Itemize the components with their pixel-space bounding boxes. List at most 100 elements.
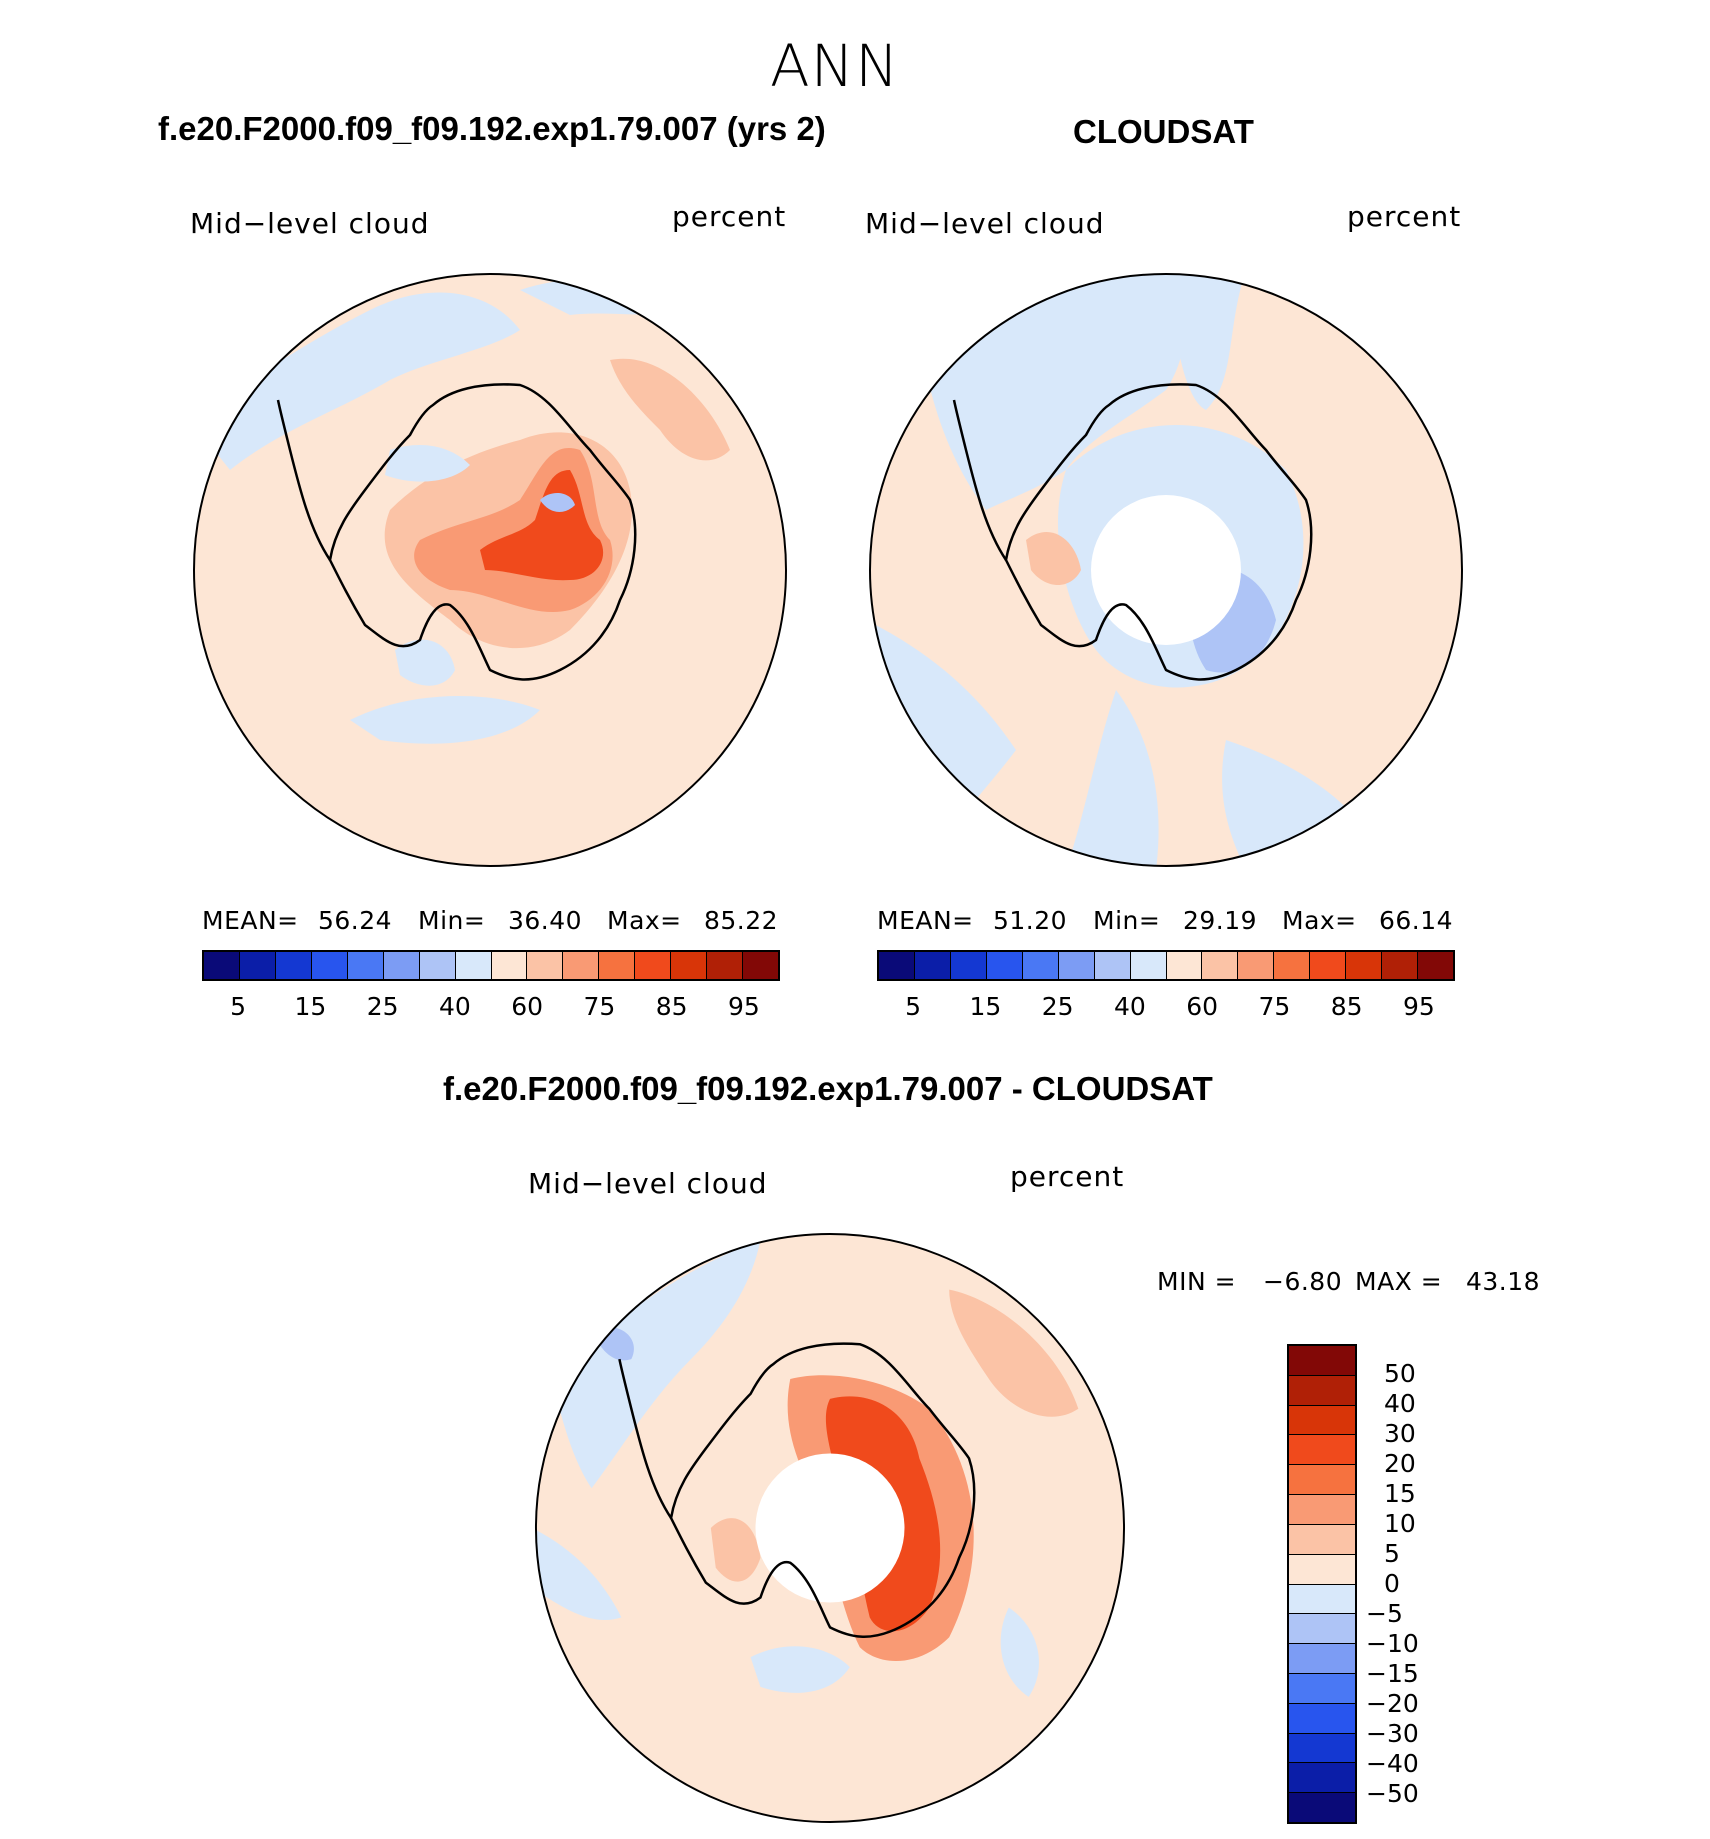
right-colorbar-tick-label: 15 <box>969 992 1002 1021</box>
right-colorbar-tick-label: 25 <box>1041 992 1074 1021</box>
diff-colorbar-tick-label: 30 <box>1384 1419 1416 1448</box>
left-colorbar-tick-label: 5 <box>230 992 247 1021</box>
diff-colorbar-segment <box>1289 1375 1355 1406</box>
diff-colorbar-segment <box>1289 1584 1355 1615</box>
left-colorbar-segment <box>635 952 672 979</box>
diff-colorbar-segment <box>1289 1703 1355 1734</box>
diff-colorbar-tick-label: 15 <box>1384 1479 1416 1508</box>
right-colorbar-tick-label: 5 <box>905 992 922 1021</box>
diff-colorbar-tick-label: 0 <box>1384 1569 1400 1598</box>
diff-colorbar-segment <box>1289 1465 1355 1496</box>
left-max-label: Max= <box>607 906 682 935</box>
right-mean-value: 51.20 <box>993 906 1068 935</box>
right-colorbar-tick-label: 85 <box>1330 992 1363 1021</box>
diff-colorbar-tick-label: −20 <box>1366 1689 1419 1718</box>
diff-colorbar-tick-label: −15 <box>1366 1659 1419 1688</box>
right-map-no-data-hole <box>1091 495 1241 645</box>
page-title: ANN <box>770 32 900 100</box>
right-colorbar-segment <box>1310 952 1347 979</box>
right-colorbar-segment <box>1058 952 1095 979</box>
diff-map-outline <box>534 1232 1126 1824</box>
left-map-blue-region-nw <box>194 292 520 470</box>
right-polar-map <box>869 273 1463 867</box>
left-min-label: Min= <box>418 906 486 935</box>
right-colorbar-segment <box>1094 952 1131 979</box>
left-colorbar-segment <box>599 952 636 979</box>
right-map-blue-region-n <box>1166 274 1246 410</box>
right-colorbar-segment <box>914 952 951 979</box>
left-polar-map <box>193 273 787 867</box>
right-map-blue-region-s <box>1066 690 1159 866</box>
left-map-outline <box>193 273 787 867</box>
left-map-hot-region <box>480 470 604 581</box>
right-colorbar-segment <box>1346 952 1383 979</box>
diff-panel-title: f.e20.F2000.f09_f09.192.exp1.79.007 - CL… <box>443 1070 1213 1107</box>
left-map-blue-region-weddell <box>395 639 455 686</box>
right-mean-label: MEAN= <box>877 906 974 935</box>
diff-colorbar-tick-label: −40 <box>1366 1749 1419 1778</box>
right-min-value: 29.19 <box>1183 906 1258 935</box>
left-colorbar-segment <box>383 952 420 979</box>
diff-colorbar-segment <box>1289 1614 1355 1645</box>
diff-map-warm-spot-w <box>710 1518 761 1582</box>
left-map-coastline <box>328 383 637 681</box>
left-colorbar-segment <box>563 952 600 979</box>
diff-min-value: −6.80 <box>1263 1267 1343 1296</box>
diff-colorbar-segment <box>1289 1733 1355 1764</box>
left-colorbar-segment <box>311 952 348 979</box>
diff-colorbar-tick-label: −10 <box>1366 1629 1419 1658</box>
left-map-blue-spot <box>540 493 575 512</box>
right-colorbar-segment <box>1166 952 1203 979</box>
left-max-value: 85.22 <box>704 906 779 935</box>
right-colorbar-segment <box>1382 952 1419 979</box>
diff-polar-map <box>534 1232 1126 1824</box>
diff-map-blue-region-w <box>535 1528 622 1621</box>
right-colorbar-segment <box>1202 952 1239 979</box>
left-colorbar-segment <box>491 952 528 979</box>
diff-colorbar-tick-label: −50 <box>1366 1779 1419 1808</box>
diff-colorbar-tick-label: 20 <box>1384 1449 1416 1478</box>
diff-map-no-data-hole <box>755 1453 905 1603</box>
diff-colorbar-segment <box>1289 1524 1355 1555</box>
left-colorbar-tick-label: 25 <box>366 992 399 1021</box>
diff-map-warm-region-ne <box>949 1289 1079 1417</box>
left-units-label: percent <box>672 200 787 233</box>
left-panel-title: f.e20.F2000.f09_f09.192.exp1.79.007 (yrs… <box>158 110 826 147</box>
left-colorbar-segment <box>347 952 384 979</box>
diff-colorbar-segment <box>1289 1793 1355 1822</box>
left-mean-label: MEAN= <box>202 906 299 935</box>
right-colorbar-segment <box>879 952 915 979</box>
diff-map-peninsula <box>618 1358 673 1519</box>
left-colorbar-segment <box>275 952 312 979</box>
left-colorbar <box>202 950 780 981</box>
right-colorbar-tick-label: 95 <box>1402 992 1435 1021</box>
left-colorbar-segment <box>239 952 276 979</box>
left-map-blue-region-ross <box>385 445 470 482</box>
diff-map-blue-region-e <box>1000 1607 1040 1697</box>
left-colorbar-segment <box>527 952 564 979</box>
right-max-value: 66.14 <box>1379 906 1454 935</box>
left-variable-label: Mid−level cloud <box>190 207 430 240</box>
diff-colorbar-tick-label: 50 <box>1384 1359 1416 1388</box>
left-colorbar-segment <box>743 952 778 979</box>
right-colorbar-segment <box>950 952 987 979</box>
right-colorbar-tick-label: 75 <box>1258 992 1291 1021</box>
diff-map-blue-region-s <box>750 1646 850 1693</box>
diff-variable-label: Mid−level cloud <box>528 1167 768 1200</box>
diff-max-value: 43.18 <box>1466 1267 1541 1296</box>
left-colorbar-segment <box>455 952 492 979</box>
diff-min-label: MIN = <box>1157 1267 1237 1296</box>
diff-colorbar-segment <box>1289 1435 1355 1466</box>
left-map-peninsula <box>276 399 332 561</box>
left-map-blue-region-s <box>350 696 540 744</box>
right-colorbar-segment <box>986 952 1023 979</box>
right-colorbar-segment <box>1238 952 1275 979</box>
left-colorbar-segment <box>671 952 708 979</box>
left-colorbar-tick-label: 15 <box>294 992 327 1021</box>
left-colorbar-segment <box>419 952 456 979</box>
right-colorbar-tick-label: 60 <box>1186 992 1219 1021</box>
left-colorbar-tick-label: 60 <box>511 992 544 1021</box>
diff-colorbar-tick-label: 40 <box>1384 1389 1416 1418</box>
diff-map-blue-region-nw <box>551 1239 761 1489</box>
diff-colorbar-tick-label: 5 <box>1384 1539 1400 1568</box>
